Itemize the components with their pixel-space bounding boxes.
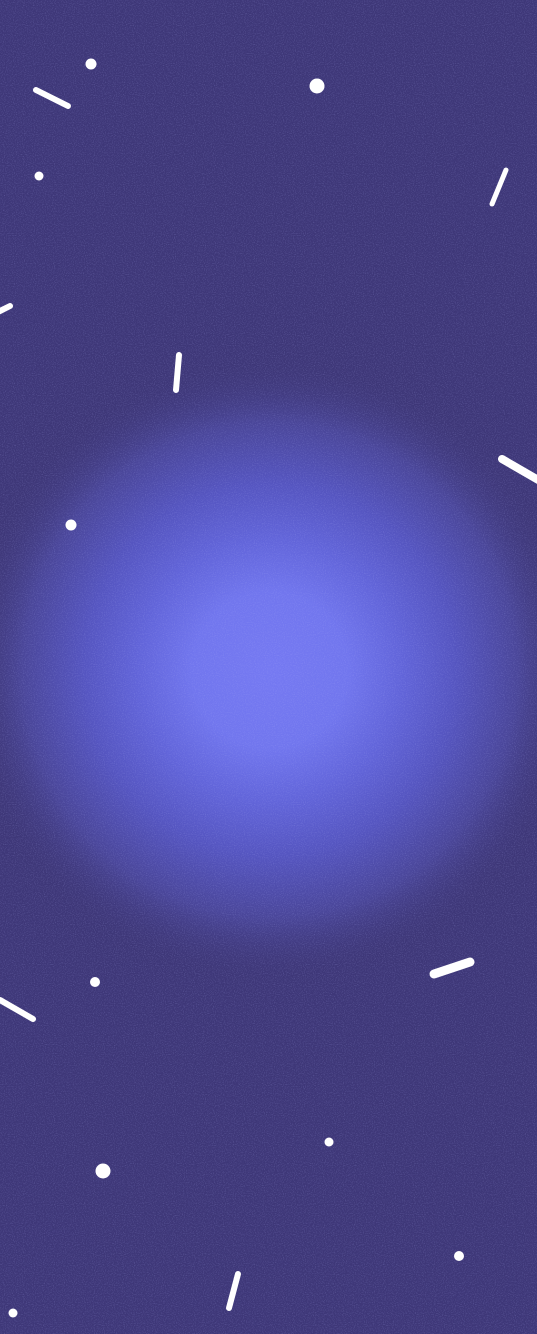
dot-confetti-icon bbox=[454, 1251, 464, 1261]
dash-confetti-icon bbox=[429, 957, 475, 979]
dash-confetti-group bbox=[0, 87, 537, 1311]
dash-confetti-icon bbox=[0, 303, 13, 315]
dot-confetti-icon bbox=[8, 1308, 18, 1318]
dash-confetti-icon bbox=[489, 167, 509, 207]
dash-confetti-icon bbox=[173, 352, 182, 393]
dot-confetti-icon bbox=[85, 58, 97, 70]
dot-confetti-icon bbox=[309, 78, 325, 94]
dot-confetti-icon bbox=[34, 171, 44, 181]
dot-confetti-icon bbox=[324, 1137, 334, 1147]
dot-confetti-icon bbox=[65, 519, 77, 531]
dash-confetti-icon bbox=[0, 997, 36, 1022]
dot-confetti-icon bbox=[90, 977, 100, 987]
dash-confetti-icon bbox=[33, 87, 71, 109]
dash-confetti-icon bbox=[226, 1271, 241, 1311]
dot-confetti-icon bbox=[95, 1163, 111, 1179]
dot-confetti-group bbox=[8, 58, 464, 1318]
dash-confetti-icon bbox=[498, 455, 537, 484]
